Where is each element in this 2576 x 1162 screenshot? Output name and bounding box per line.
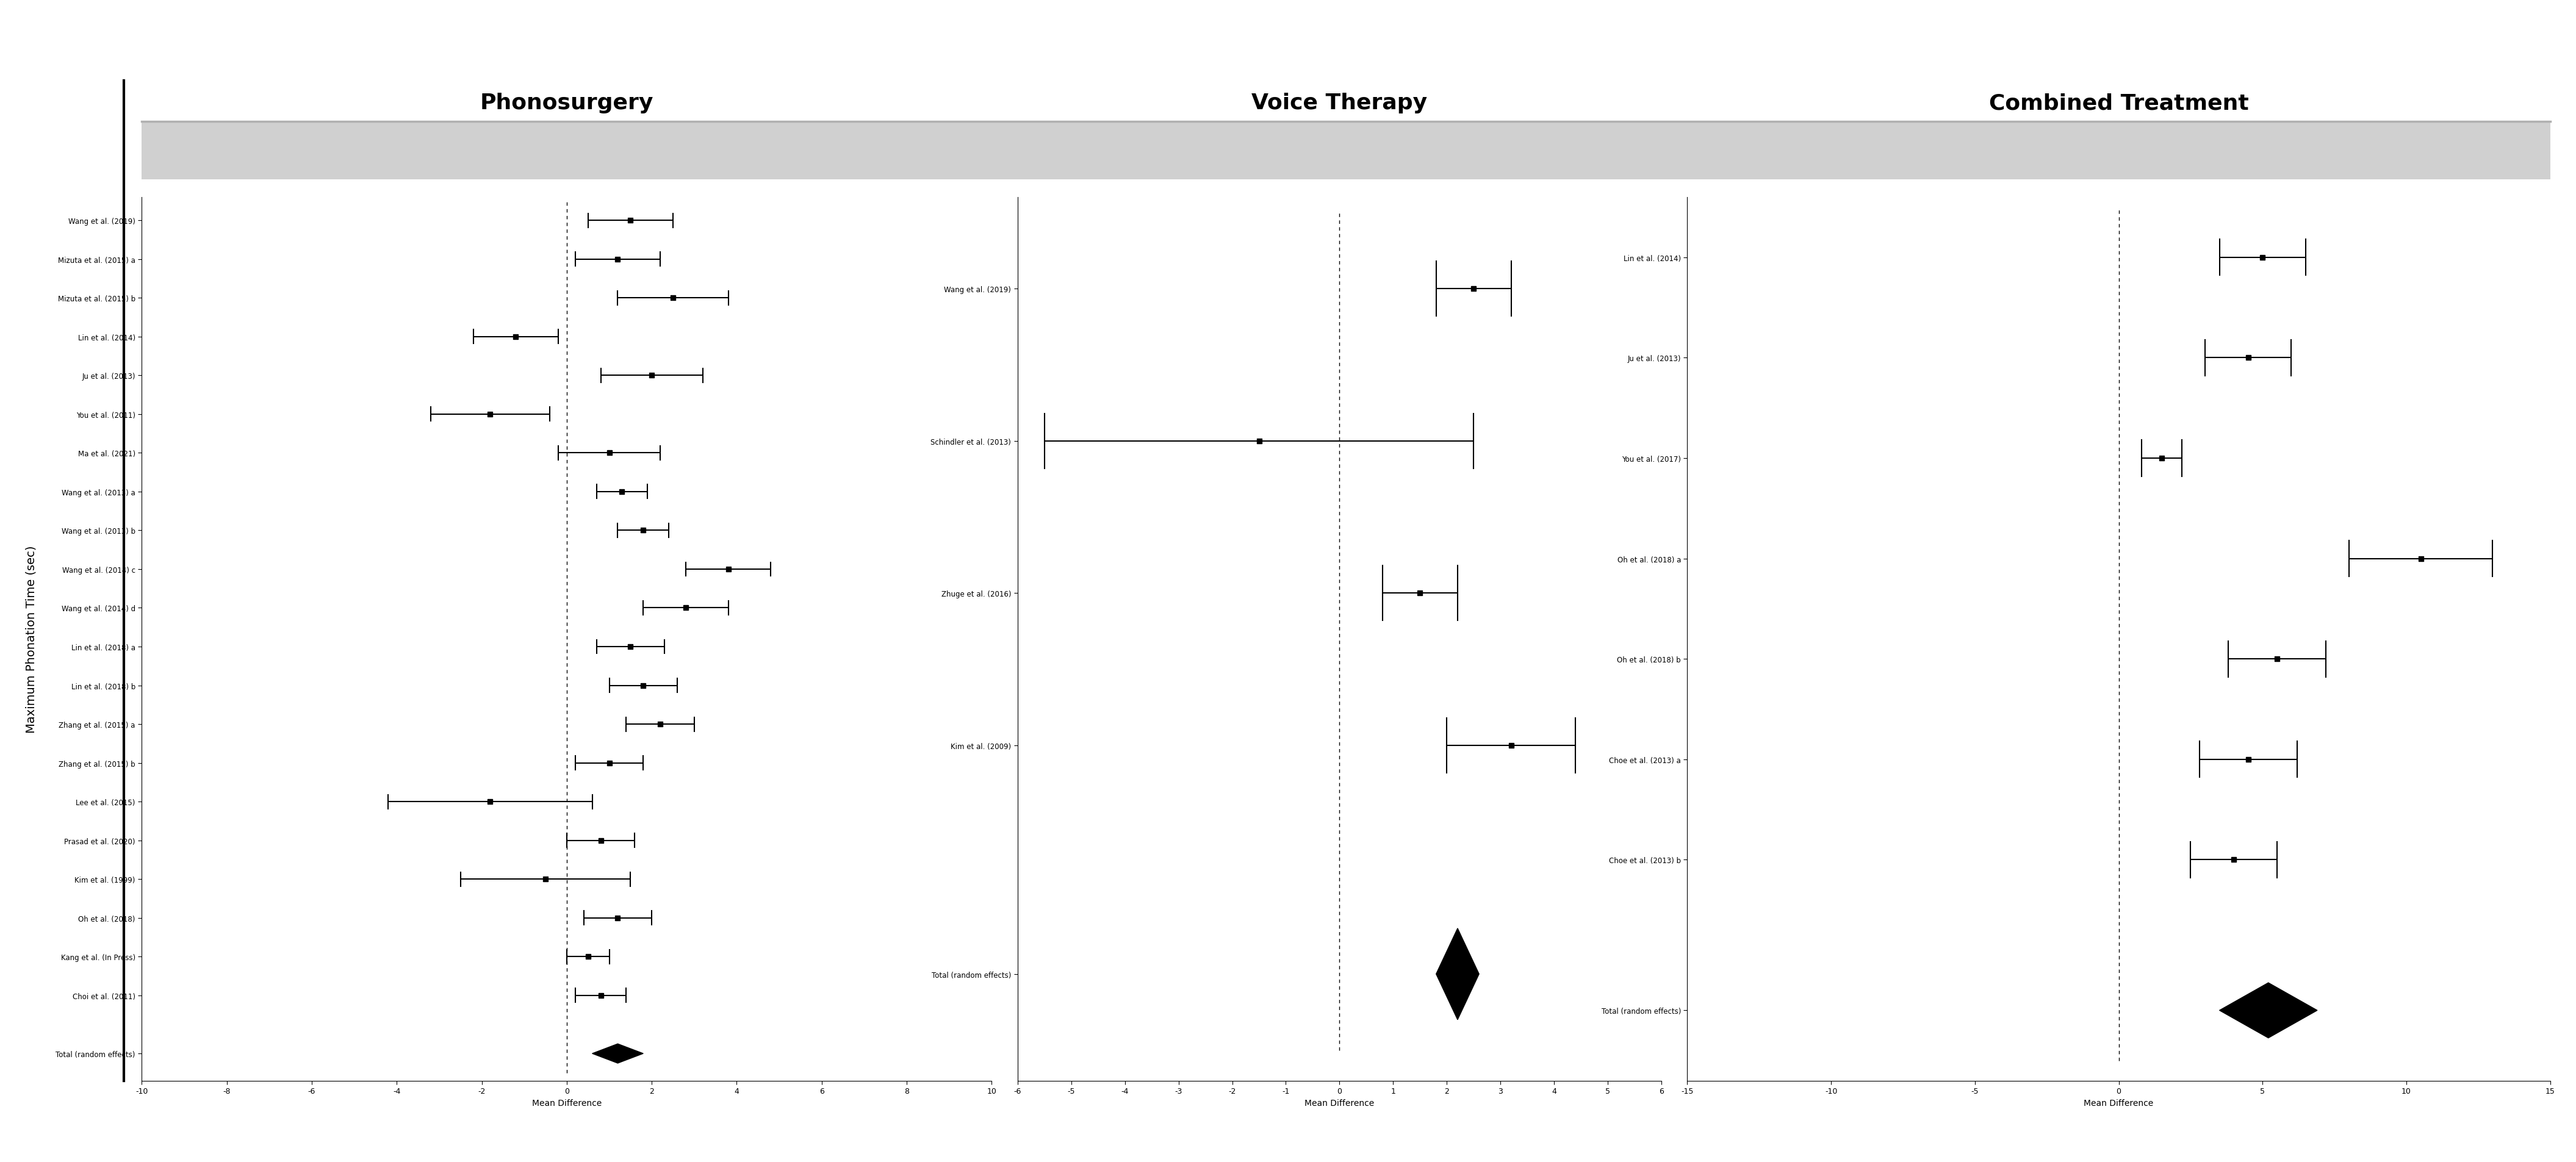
X-axis label: Mean Difference: Mean Difference <box>1303 1098 1376 1107</box>
X-axis label: Mean Difference: Mean Difference <box>531 1098 603 1107</box>
Text: Voice Therapy: Voice Therapy <box>1252 93 1427 114</box>
X-axis label: Mean Difference: Mean Difference <box>2084 1098 2154 1107</box>
Text: Maximum Phonation Time (sec): Maximum Phonation Time (sec) <box>26 545 36 733</box>
Polygon shape <box>592 1043 644 1063</box>
Text: Combined Treatment: Combined Treatment <box>1989 93 2249 114</box>
Polygon shape <box>2221 983 2318 1038</box>
Polygon shape <box>1437 928 1479 1020</box>
Text: Phonosurgery: Phonosurgery <box>479 93 654 114</box>
